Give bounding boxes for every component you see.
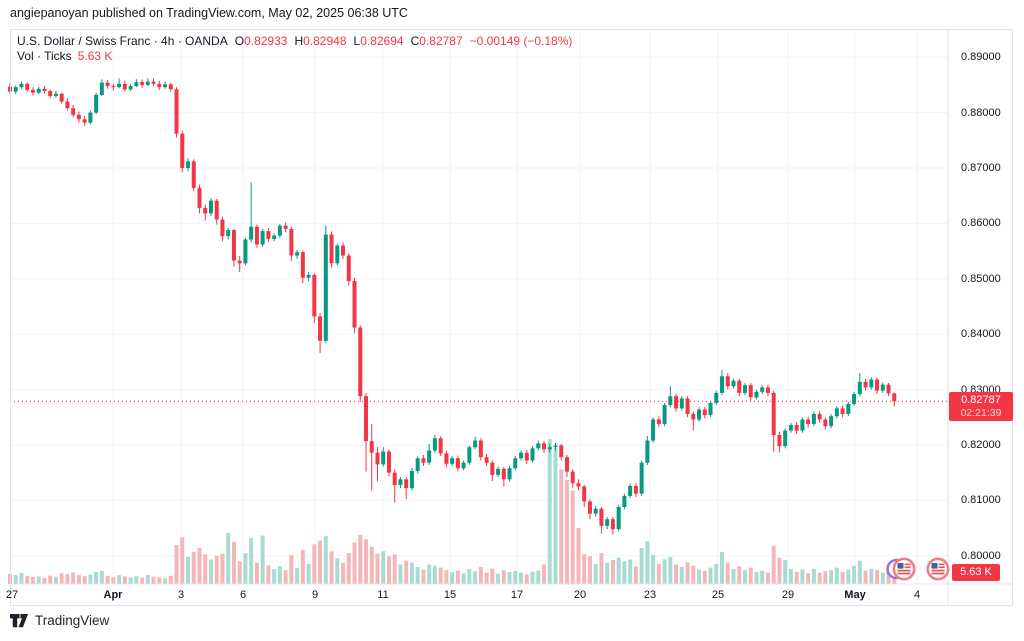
low-label: L <box>353 34 361 48</box>
open-label: O <box>234 34 245 48</box>
price-tick-label: 0.87000 <box>961 162 1001 175</box>
chart-legend: U.S. Dollar / Swiss Franc · 4h · OANDA O0… <box>17 34 572 64</box>
time-tick-label: 6 <box>239 589 247 601</box>
tradingview-logo-text: TradingView <box>35 613 110 628</box>
high-label: H <box>294 34 304 48</box>
volume-layer <box>8 439 897 584</box>
change-value: −0.00149 (−0.18%) <box>469 34 573 48</box>
open-value: 0.82933 <box>244 34 288 48</box>
axis-separators <box>10 29 1013 606</box>
us-flag-event-icon[interactable] <box>926 557 950 581</box>
last-price-value: 0.82787 <box>961 393 1001 406</box>
time-tick-label: 29 <box>781 589 795 601</box>
price-tick-label: 0.85000 <box>961 272 1001 285</box>
volume-indicator-value: 5.63 K <box>77 49 113 63</box>
tradingview-logo-icon <box>10 613 29 627</box>
close-label: C <box>410 34 420 48</box>
us-flag-event-icon[interactable] <box>886 557 916 581</box>
price-tick-label: 0.81000 <box>961 494 1001 507</box>
time-tick-label: 27 <box>5 589 19 601</box>
time-tick-label: 23 <box>643 589 657 601</box>
legend-volume-row: Vol · Ticks 5.63 K <box>17 49 572 64</box>
time-tick-label: 4 <box>913 589 921 601</box>
time-tick-label: Apr <box>103 589 123 601</box>
attribution-text: angiepanoyan published on TradingView.co… <box>10 6 408 20</box>
price-tick-label: 0.82000 <box>961 438 1001 451</box>
price-tick-label: 0.80000 <box>961 549 1001 562</box>
price-tick-label: 0.89000 <box>961 51 1001 64</box>
time-tick-label: 20 <box>573 589 587 601</box>
time-tick-label: 3 <box>177 589 185 601</box>
time-tick-label: 17 <box>510 589 524 601</box>
volume-value-badge: 5.63 K <box>952 564 1000 581</box>
close-value: 0.82787 <box>419 34 463 48</box>
tradingview-logo[interactable]: TradingView <box>10 613 109 628</box>
low-value: 0.82694 <box>360 34 404 48</box>
time-tick-label: 25 <box>711 589 725 601</box>
time-tick-label: 11 <box>377 589 389 601</box>
price-tick-label: 0.86000 <box>961 217 1001 230</box>
time-tick-label: May <box>844 589 866 601</box>
high-value: 0.82948 <box>303 34 347 48</box>
bar-countdown-timer: 02:21:39 <box>960 406 1002 419</box>
time-tick-label: 15 <box>443 589 457 601</box>
time-tick-label: 9 <box>311 589 319 601</box>
symbol-title: U.S. Dollar / Swiss Franc · 4h · OANDA <box>17 34 228 48</box>
legend-symbol-row: U.S. Dollar / Swiss Franc · 4h · OANDA O0… <box>17 34 572 49</box>
event-markers <box>886 557 950 581</box>
price-tick-label: 0.84000 <box>961 328 1001 341</box>
candles-layer <box>8 78 897 535</box>
volume-indicator-title: Vol · Ticks <box>17 49 72 63</box>
last-price-badge: 0.82787 02:21:39 <box>949 391 1013 421</box>
price-tick-label: 0.88000 <box>961 106 1001 119</box>
grid-layer <box>10 29 948 584</box>
